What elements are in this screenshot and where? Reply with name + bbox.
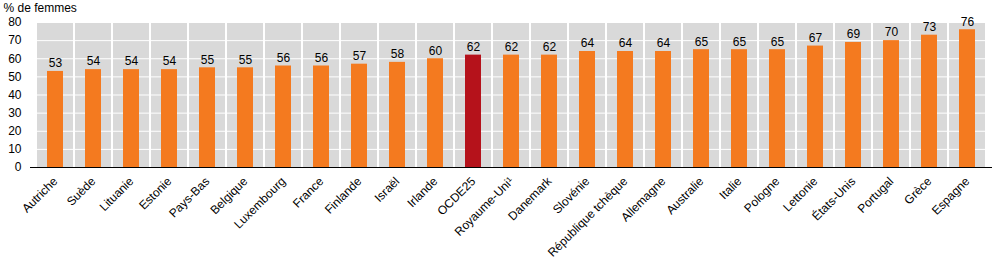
svg-text:70: 70: [885, 25, 899, 39]
svg-text:73: 73: [923, 20, 937, 34]
svg-text:70: 70: [8, 33, 22, 47]
svg-text:54: 54: [125, 54, 139, 68]
svg-text:64: 64: [657, 36, 671, 50]
svg-text:53: 53: [49, 56, 63, 70]
svg-text:55: 55: [201, 53, 215, 67]
svg-text:56: 56: [277, 51, 291, 65]
svg-text:20: 20: [8, 124, 22, 138]
svg-text:60: 60: [8, 52, 22, 66]
svg-text:Pologne: Pologne: [741, 174, 782, 215]
svg-text:65: 65: [733, 35, 747, 49]
svg-text:Danemark: Danemark: [505, 174, 555, 224]
svg-text:30: 30: [8, 106, 22, 120]
svg-text:62: 62: [505, 40, 519, 54]
svg-text:64: 64: [619, 36, 633, 50]
svg-text:Espagne: Espagne: [929, 174, 973, 218]
svg-text:Finlande: Finlande: [322, 174, 365, 217]
svg-text:Portugal: Portugal: [855, 174, 897, 216]
svg-text:65: 65: [771, 35, 785, 49]
svg-text:% de femmes: % de femmes: [4, 1, 77, 15]
svg-text:62: 62: [543, 40, 557, 54]
svg-text:65: 65: [695, 35, 709, 49]
svg-text:40: 40: [8, 88, 22, 102]
svg-text:République tchèque: République tchèque: [545, 174, 631, 259]
svg-text:Lituanie: Lituanie: [97, 174, 137, 214]
svg-text:54: 54: [163, 54, 177, 68]
svg-text:55: 55: [239, 53, 253, 67]
svg-text:Grèce: Grèce: [901, 174, 934, 207]
svg-text:Irlande: Irlande: [404, 174, 440, 210]
svg-text:Slovénie: Slovénie: [549, 174, 593, 217]
svg-text:Royaume-Uni¹: Royaume-Uni¹: [452, 174, 517, 239]
svg-text:OCDE25: OCDE25: [434, 174, 479, 219]
svg-text:76: 76: [961, 15, 975, 29]
svg-text:Lettonie: Lettonie: [780, 174, 821, 215]
svg-text:67: 67: [809, 31, 823, 45]
svg-text:Israël: Israël: [372, 174, 403, 205]
svg-text:Australie: Australie: [663, 174, 706, 217]
svg-text:Italie: Italie: [717, 174, 745, 202]
svg-text:58: 58: [391, 47, 405, 61]
svg-text:Estonie: Estonie: [136, 174, 175, 213]
svg-text:69: 69: [847, 27, 861, 41]
svg-text:54: 54: [87, 54, 101, 68]
svg-text:Allemagne: Allemagne: [618, 174, 668, 224]
svg-text:Suède: Suède: [64, 174, 99, 209]
svg-text:64: 64: [581, 36, 595, 50]
svg-text:France: France: [290, 174, 327, 211]
svg-text:États-Unis: États-Unis: [809, 174, 859, 224]
svg-text:80: 80: [8, 15, 22, 29]
svg-text:56: 56: [315, 51, 329, 65]
svg-text:0: 0: [15, 160, 22, 174]
svg-text:62: 62: [467, 40, 481, 54]
svg-text:Autriche: Autriche: [19, 174, 60, 215]
svg-text:50: 50: [8, 70, 22, 84]
svg-text:57: 57: [353, 49, 367, 63]
svg-text:Belgique: Belgique: [207, 174, 251, 218]
svg-text:10: 10: [8, 142, 22, 156]
svg-text:Luxembourg: Luxembourg: [231, 174, 288, 231]
svg-text:Pays-Bas: Pays-Bas: [166, 174, 212, 220]
svg-text:60: 60: [429, 44, 443, 58]
